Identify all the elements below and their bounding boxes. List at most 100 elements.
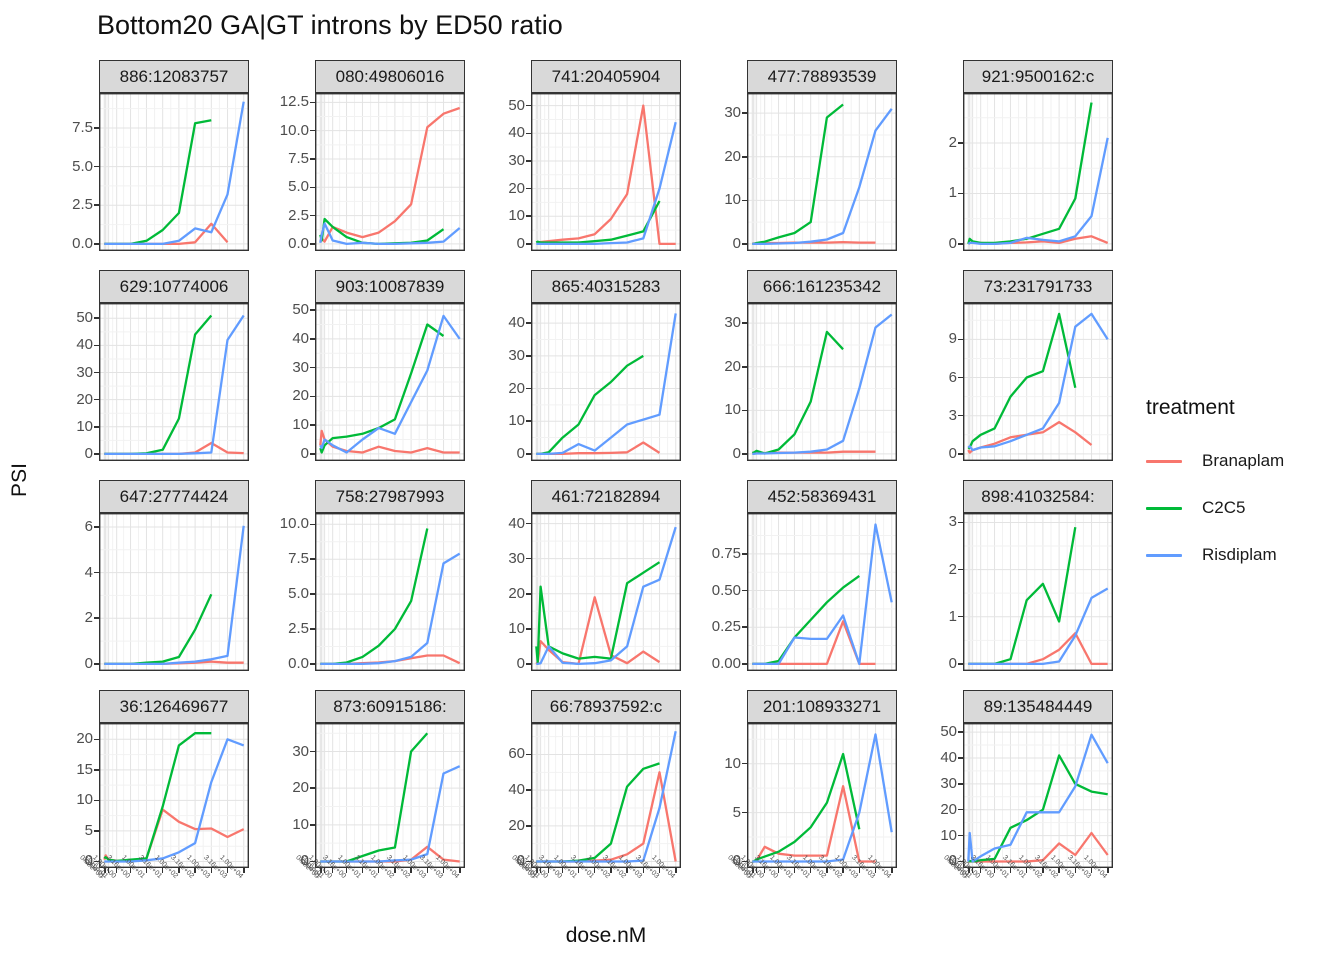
x-tick-mark	[539, 868, 542, 873]
y-tick-label: 40	[508, 781, 525, 799]
facet-panel	[315, 723, 465, 868]
y-tick-mark	[742, 199, 747, 202]
facet-strip: 903:10087839	[315, 270, 465, 303]
y-tick-label: 5.0	[72, 157, 93, 175]
y-tick-mark	[958, 376, 963, 379]
y-tick-mark	[94, 526, 99, 528]
y-tick-mark	[94, 799, 99, 802]
x-tick-mark	[426, 868, 429, 873]
facet-panel	[963, 513, 1113, 671]
y-tick-label: 10.0	[279, 515, 309, 533]
y-tick-mark	[310, 243, 315, 245]
y-tick-mark	[958, 338, 963, 341]
y-tick-label: 10	[508, 412, 525, 430]
facet-strip-label: 921:9500162:c	[981, 66, 1095, 86]
y-tick-mark	[94, 663, 99, 665]
facet-panel	[99, 723, 249, 868]
x-tick-mark	[319, 868, 321, 873]
legend-label-risdiplam: Risdiplam	[1202, 545, 1277, 564]
y-tick-mark	[310, 860, 315, 863]
y-tick-mark	[94, 769, 99, 771]
y-tick-mark	[958, 783, 963, 785]
y-tick-label: 5.0	[288, 178, 309, 196]
y-tick-label: 0	[300, 852, 309, 870]
y-tick-label: 1	[948, 607, 957, 625]
y-tick-mark	[526, 420, 531, 422]
y-tick-mark	[526, 789, 531, 791]
x-tick-mark	[129, 868, 132, 873]
facet-strip: 89:135484449	[963, 690, 1113, 723]
series-line-c2c5	[103, 732, 212, 863]
risdiplam-line-key-icon	[1146, 553, 1182, 557]
series-line-c2c5	[535, 561, 661, 664]
x-tick-mark	[993, 868, 996, 873]
facet-strip: 758:27987993	[315, 480, 465, 513]
x-axis-title: dose.nM	[565, 924, 647, 947]
y-tick-label: 20	[724, 357, 741, 375]
x-tick-mark	[826, 868, 828, 873]
y-tick-label: 4	[84, 563, 93, 581]
y-tick-label: 10	[508, 619, 525, 637]
x-tick-mark	[107, 868, 110, 873]
facet-strip-label: 66:78937592:c	[549, 696, 663, 716]
legend-label-branaplam: Branaplam	[1202, 451, 1285, 470]
y-tick-mark	[526, 825, 531, 827]
y-tick-label: 5	[84, 821, 93, 839]
y-tick-mark	[742, 156, 747, 158]
y-tick-mark	[310, 101, 315, 104]
y-tick-mark	[310, 663, 315, 665]
facet-strip-label: 89:135484449	[983, 696, 1093, 716]
y-tick-mark	[310, 523, 315, 526]
x-tick-mark	[547, 868, 550, 873]
y-tick-mark	[742, 366, 747, 368]
series-line-risdiplam	[536, 121, 677, 246]
y-tick-label: 60	[508, 745, 525, 763]
y-tick-mark	[742, 112, 747, 114]
y-tick-label: 2.5	[288, 619, 309, 637]
legend-item-c2c5: C2C5	[1146, 493, 1284, 523]
y-tick-label: 10	[76, 791, 93, 809]
y-tick-mark	[310, 593, 315, 595]
y-tick-label: 20	[508, 179, 525, 197]
y-tick-label: 0	[948, 234, 957, 252]
y-tick-label: 5.0	[288, 585, 309, 603]
facet-strip: 477:78893539	[747, 60, 897, 93]
y-tick-mark	[958, 860, 963, 863]
y-tick-mark	[94, 344, 99, 347]
x-tick-mark	[210, 868, 213, 873]
x-tick-mark	[1025, 868, 1028, 873]
facet-panel	[531, 93, 681, 251]
series-line-risdiplam	[968, 587, 1109, 666]
facet-strip-label: 452:58369431	[767, 486, 877, 506]
y-tick-label: 10	[724, 401, 741, 419]
y-tick-label: 0	[948, 654, 957, 672]
y-tick-label: 15	[76, 760, 93, 778]
figure-title: Bottom20 GA|GT introns by ED50 ratio	[97, 10, 563, 40]
y-tick-mark	[310, 214, 315, 217]
facet-panel	[315, 303, 465, 461]
facet-strip: 452:58369431	[747, 480, 897, 513]
y-tick-label: 2.5	[288, 206, 309, 224]
y-tick-mark	[94, 165, 99, 168]
y-tick-label: 40	[508, 514, 525, 532]
x-tick-mark	[1009, 868, 1012, 873]
y-tick-mark	[526, 215, 531, 217]
x-tick-mark	[1074, 868, 1077, 873]
x-tick-mark	[577, 868, 580, 873]
facet-strip-label: 36:126469677	[119, 696, 229, 716]
x-tick-mark	[1042, 868, 1044, 873]
y-tick-label: 0	[516, 654, 525, 672]
y-axis-title: PSI	[8, 463, 31, 497]
facet-strip: 865:40315283	[531, 270, 681, 303]
y-tick-mark	[94, 617, 99, 619]
facet-panel	[531, 723, 681, 868]
y-tick-label: 0	[516, 852, 525, 870]
y-tick-label: 20	[292, 387, 309, 405]
series-line-branaplam	[319, 106, 461, 243]
series-line-c2c5	[752, 103, 844, 246]
series-line-risdiplam	[536, 731, 677, 863]
y-tick-label: 30	[292, 358, 309, 376]
y-tick-label: 1	[948, 184, 957, 202]
y-tick-mark	[310, 309, 315, 311]
y-tick-label: 0	[732, 852, 741, 870]
